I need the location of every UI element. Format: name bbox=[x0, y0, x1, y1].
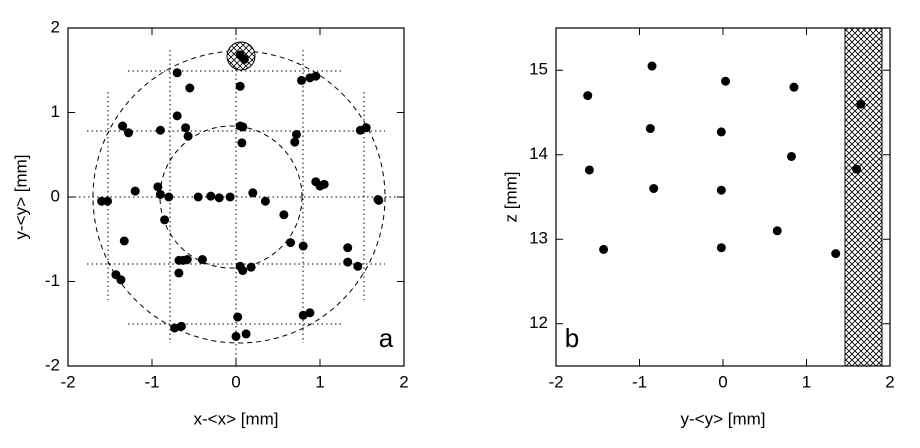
data-point bbox=[238, 122, 248, 132]
data-point bbox=[183, 131, 193, 141]
data-point bbox=[193, 192, 203, 202]
data-point bbox=[305, 308, 315, 318]
data-point bbox=[153, 182, 163, 192]
y-tick-label: 12 bbox=[529, 313, 548, 332]
data-point bbox=[298, 241, 308, 251]
y-axis-label: z [mm] bbox=[501, 172, 520, 223]
data-point bbox=[852, 164, 862, 174]
y-tick-label: -1 bbox=[45, 271, 60, 290]
data-point bbox=[297, 75, 307, 85]
data-point bbox=[164, 192, 174, 202]
data-point bbox=[174, 268, 184, 278]
panel-label: a bbox=[379, 323, 394, 353]
data-point bbox=[645, 124, 655, 134]
data-point bbox=[214, 193, 224, 203]
data-point bbox=[182, 255, 192, 265]
x-tick-label: -2 bbox=[60, 372, 75, 391]
data-point bbox=[584, 165, 594, 175]
data-point bbox=[319, 179, 329, 189]
data-point bbox=[279, 210, 289, 220]
y-axis-label: y-<y> [mm] bbox=[11, 154, 30, 239]
data-point bbox=[311, 71, 321, 81]
data-point bbox=[172, 111, 182, 121]
data-point bbox=[649, 184, 659, 194]
data-point bbox=[118, 121, 128, 131]
data-point bbox=[290, 137, 300, 147]
data-point bbox=[225, 192, 235, 202]
data-point bbox=[241, 329, 251, 339]
panel-label: b bbox=[565, 323, 579, 353]
data-point bbox=[248, 188, 258, 198]
guide-lines bbox=[70, 38, 400, 360]
y-tick-label: 0 bbox=[51, 186, 60, 205]
x-tick-label: 0 bbox=[718, 372, 727, 391]
data-point bbox=[772, 226, 782, 236]
data-point bbox=[789, 82, 799, 92]
data-point bbox=[206, 191, 216, 201]
data-point bbox=[130, 186, 140, 196]
data-point bbox=[599, 244, 609, 254]
data-point bbox=[170, 323, 180, 333]
data-point bbox=[155, 189, 165, 199]
data-point bbox=[231, 331, 241, 341]
data-point bbox=[721, 76, 731, 86]
y-tick-label: 1 bbox=[51, 102, 60, 121]
data-point bbox=[176, 321, 186, 331]
data-point bbox=[343, 257, 353, 267]
data-point bbox=[353, 261, 363, 271]
data-point bbox=[361, 123, 371, 133]
data-point bbox=[116, 275, 126, 285]
x-tick-label: 1 bbox=[802, 372, 811, 391]
data-point bbox=[238, 266, 248, 276]
data-point bbox=[856, 99, 866, 109]
data-point bbox=[123, 128, 133, 138]
y-tick-label: -2 bbox=[45, 355, 60, 374]
data-point bbox=[286, 238, 296, 248]
data-point bbox=[239, 54, 249, 64]
y-tick-label: 14 bbox=[529, 144, 548, 163]
y-tick-label: 2 bbox=[51, 17, 60, 36]
y-tick-label: 15 bbox=[529, 60, 548, 79]
x-tick-label: 2 bbox=[399, 372, 408, 391]
data-point bbox=[260, 196, 270, 206]
data-point bbox=[716, 243, 726, 253]
data-point bbox=[185, 83, 195, 93]
x-tick-label: 0 bbox=[231, 372, 240, 391]
data-point bbox=[343, 243, 353, 253]
x-tick-label: -1 bbox=[632, 372, 647, 391]
data-point bbox=[647, 61, 657, 71]
data-point bbox=[235, 81, 245, 91]
x-axis-label: y-<y> [mm] bbox=[680, 409, 765, 428]
data-point bbox=[119, 236, 129, 246]
x-tick-label: -1 bbox=[144, 372, 159, 391]
data-point bbox=[786, 151, 796, 161]
data-point bbox=[373, 195, 383, 205]
data-point bbox=[831, 249, 841, 259]
data-point bbox=[102, 196, 112, 206]
hatched-region bbox=[844, 27, 883, 367]
y-tick-label: 13 bbox=[529, 229, 548, 248]
data-point bbox=[155, 125, 165, 135]
data-point bbox=[237, 138, 247, 148]
x-tick-label: 2 bbox=[885, 372, 894, 391]
data-point bbox=[181, 123, 191, 133]
x-axis-label: x-<x> [mm] bbox=[193, 409, 278, 428]
data-point bbox=[246, 262, 256, 272]
data-point bbox=[197, 255, 207, 265]
x-tick-label: 1 bbox=[315, 372, 324, 391]
x-tick-label: -2 bbox=[548, 372, 563, 391]
data-point bbox=[716, 127, 726, 137]
data-point bbox=[160, 215, 170, 225]
data-point bbox=[716, 185, 726, 195]
data-point bbox=[583, 91, 593, 101]
data-point bbox=[233, 312, 243, 322]
data-point bbox=[291, 129, 301, 139]
data-point bbox=[172, 68, 182, 78]
